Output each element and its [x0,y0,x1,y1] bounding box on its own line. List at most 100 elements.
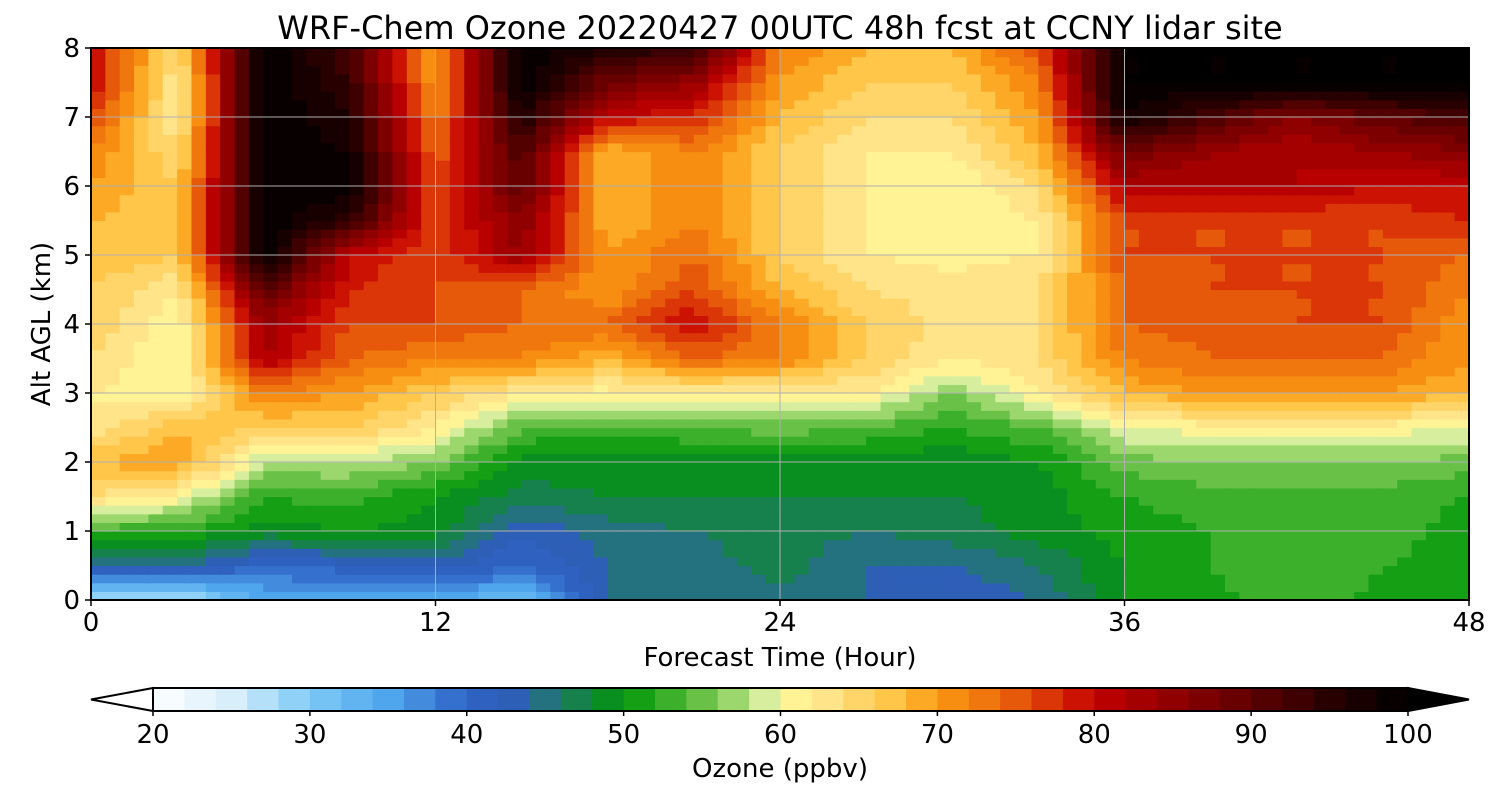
heatmap-cell [91,298,106,308]
heatmap-cell [1181,246,1197,256]
heatmap-cell [1038,358,1054,368]
heatmap-cell [521,556,537,567]
heatmap-cell [1224,263,1240,273]
heatmap-cell [148,393,164,403]
heatmap-cell [205,306,221,316]
heatmap-cell [622,203,638,213]
heatmap-cell [1311,246,1327,256]
heatmap-cell [1067,220,1083,230]
heatmap-cell [134,298,150,308]
heatmap-cell [866,220,882,230]
heatmap-cell [851,324,867,334]
heatmap-cell [909,237,925,247]
heatmap-cell [607,582,623,592]
heatmap-cell [478,160,494,170]
heatmap-cell [1411,513,1427,523]
heatmap-cell [708,548,724,558]
heatmap-cell [248,444,264,454]
heatmap-cell [191,367,207,377]
heatmap-cell [1153,324,1169,334]
heatmap-cell [1339,505,1355,515]
heatmap-cell [205,453,221,463]
heatmap-cell [636,367,652,377]
heatmap-cell [435,237,451,247]
heatmap-cell [564,332,580,342]
heatmap-cell [1253,324,1269,334]
heatmap-cell [980,410,996,420]
heatmap-cell [980,151,996,161]
heatmap-cell [248,272,264,282]
heatmap-cell [234,306,250,316]
heatmap-cell [277,556,293,567]
heatmap-cell [607,246,623,256]
heatmap-cell [1196,375,1212,385]
heatmap-cell [378,280,394,291]
heatmap-cell [622,341,638,351]
heatmap-cell [866,203,882,213]
heatmap-cell [220,289,236,299]
heatmap-cell [406,393,422,403]
heatmap-cell [1440,479,1456,489]
heatmap-cell [449,436,465,446]
heatmap-cell [478,436,494,446]
heatmap-cell [492,393,508,403]
heatmap-cell [1081,255,1097,265]
heatmap-cell [1224,513,1240,523]
heatmap-cell [1138,401,1154,411]
heatmap-cell [1181,513,1197,523]
heatmap-cell [119,151,135,161]
heatmap-cell [162,470,178,480]
heatmap-cell [837,315,853,325]
heatmap-cell [349,306,365,316]
heatmap-cell [564,229,580,239]
heatmap-cell [765,565,781,575]
heatmap-cell [794,246,810,256]
heatmap-cell [650,496,666,506]
heatmap-cell [1024,384,1039,394]
heatmap-cell [277,565,293,575]
heatmap-cell [91,151,106,161]
heatmap-cell [320,436,336,446]
heatmap-cell [162,349,178,360]
heatmap-cell [1425,358,1441,368]
heatmap-cell [550,548,566,558]
heatmap-cell [751,556,767,567]
heatmap-cell [622,160,638,170]
heatmap-cell [1153,531,1169,541]
heatmap-cell [1052,272,1068,282]
heatmap-cell [91,444,106,454]
heatmap-cell [1024,479,1039,489]
heatmap-cell [1325,418,1341,429]
heatmap-cell [1153,522,1169,532]
heatmap-cell [1239,168,1255,178]
heatmap-cell [995,470,1011,480]
heatmap-cell [421,289,437,299]
heatmap-cell [995,556,1011,567]
heatmap-cell [1282,160,1298,170]
heatmap-cell [177,393,193,403]
heatmap-cell [736,462,752,472]
heatmap-cell [765,220,781,230]
heatmap-cell [751,505,767,515]
heatmap-cell [650,505,666,515]
heatmap-cell [464,263,480,273]
heatmap-cell [866,375,882,385]
heatmap-cell [550,418,566,429]
heatmap-cell [507,229,523,239]
heatmap-cell [780,358,795,368]
heatmap-cell [1339,246,1355,256]
heatmap-cell [765,401,781,411]
heatmap-cell [234,186,250,196]
heatmap-cell [1224,298,1240,308]
heatmap-cell [937,401,953,411]
heatmap-cell [1181,487,1197,498]
heatmap-cell [263,237,279,247]
heatmap-cell [1153,220,1169,230]
heatmap-cell [894,384,910,394]
heatmap-cell [880,513,896,523]
heatmap-cell [406,574,422,584]
heatmap-cell [708,496,724,506]
heatmap-cell [1454,246,1470,256]
heatmap-cell [234,194,250,204]
heatmap-cell [550,246,566,256]
